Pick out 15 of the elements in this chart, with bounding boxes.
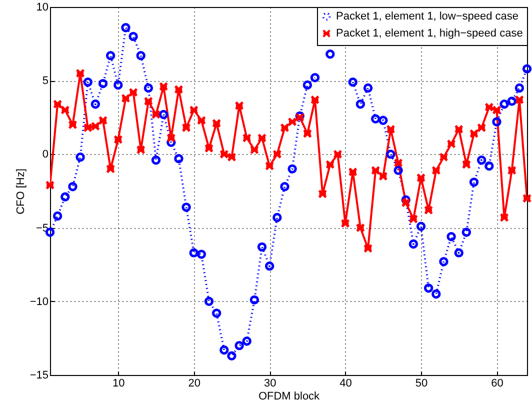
- y-tick-label: 0: [42, 148, 48, 161]
- legend-label: Packet 1, element 1, low−speed case: [336, 10, 519, 22]
- y-tick-label: 5: [42, 75, 48, 88]
- y-tick-label: −10: [30, 296, 48, 308]
- x-tick-label: 20: [188, 378, 200, 390]
- legend-label: Packet 1, element 1, high−speed case: [336, 28, 523, 40]
- x-tick-label: 40: [340, 378, 352, 390]
- x-tick-label: 50: [415, 378, 428, 390]
- x-tick-label: 60: [491, 378, 504, 390]
- x-axis-title: OFDM block: [258, 390, 320, 402]
- x-tick-label: 10: [112, 378, 125, 390]
- y-axis-title: CFO [Hz]: [14, 168, 27, 214]
- y-tick-label: 10: [36, 2, 48, 14]
- x-tick-label: 30: [264, 378, 276, 390]
- y-tick-label: −15: [30, 370, 48, 382]
